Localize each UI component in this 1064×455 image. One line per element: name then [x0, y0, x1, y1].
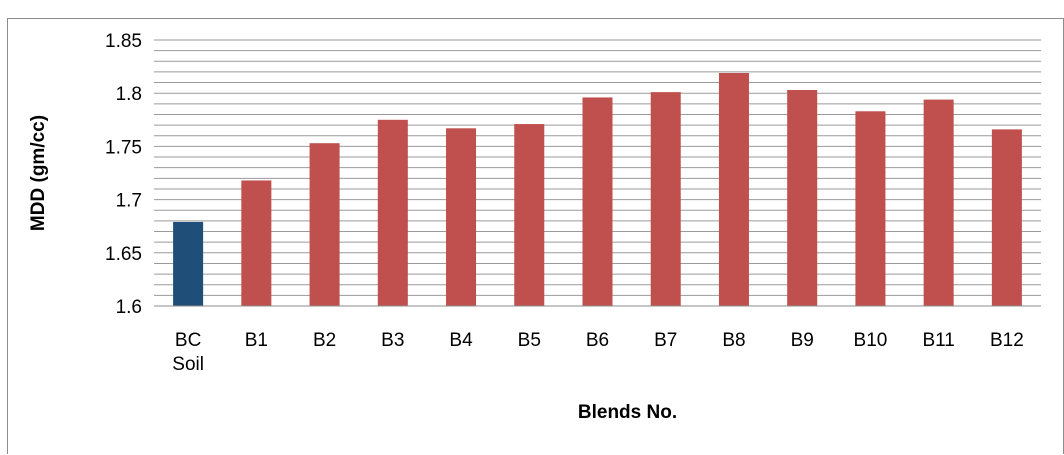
y-tick-label: 1.7 [116, 191, 142, 212]
x-tick-label: B1 [245, 330, 268, 351]
x-axis-categories: BC Soil B1 B2 B3 B4 B5 B6 B7 B8 B9 B10 B11 B12 [172, 330, 1024, 375]
bar-b6 [582, 97, 613, 307]
y-tick-label: 1.65 [105, 244, 142, 265]
x-tick-label: B7 [654, 330, 677, 351]
x-tick-label: B6 [586, 330, 609, 351]
y-tick-label: 1.8 [116, 84, 142, 105]
y-tick-label: 1.75 [105, 137, 142, 158]
y-axis-ticks: 1.6 1.65 1.7 1.75 1.8 1.85 [105, 31, 142, 318]
x-tick-label: B11 [922, 330, 954, 351]
x-tick-label: B4 [449, 330, 473, 351]
x-tick-label: B12 [990, 330, 1024, 351]
bar-b1 [241, 180, 272, 306]
x-tick-label: B3 [381, 330, 404, 351]
bar-b10 [855, 111, 886, 307]
bar-b9 [787, 90, 818, 307]
x-tick-label: BC Soil [172, 330, 204, 375]
bar-b8 [718, 72, 749, 306]
y-axis-title: MDD (gm/cc) [28, 115, 49, 231]
bar-bc-soil [173, 221, 204, 306]
bar-b2 [309, 143, 340, 306]
bar-b11 [923, 99, 954, 306]
chart-frame: 1.6 1.65 1.7 1.75 1.8 1.85 BC Soil B1 B2 B3 B4 B5 B6… [7, 18, 1064, 454]
bar-chart: 1.6 1.65 1.7 1.75 1.8 1.85 BC Soil B1 B2 B3 B4 B5 B6… [28, 31, 1041, 423]
x-axis-title: Blends No. [578, 402, 677, 423]
bar-b12 [991, 129, 1022, 306]
y-tick-label: 1.85 [105, 31, 142, 52]
x-tick-label: B8 [722, 330, 745, 351]
bars [173, 72, 1022, 307]
x-tick-label: B5 [518, 330, 541, 351]
bar-b4 [446, 128, 477, 306]
bar-b7 [650, 92, 681, 306]
x-tick-label: B10 [854, 330, 888, 351]
bar-b5 [514, 124, 545, 306]
x-tick-label: B9 [791, 330, 814, 351]
bar-b3 [377, 119, 408, 306]
x-tick-label: B2 [313, 330, 336, 351]
y-tick-label: 1.6 [116, 297, 142, 318]
